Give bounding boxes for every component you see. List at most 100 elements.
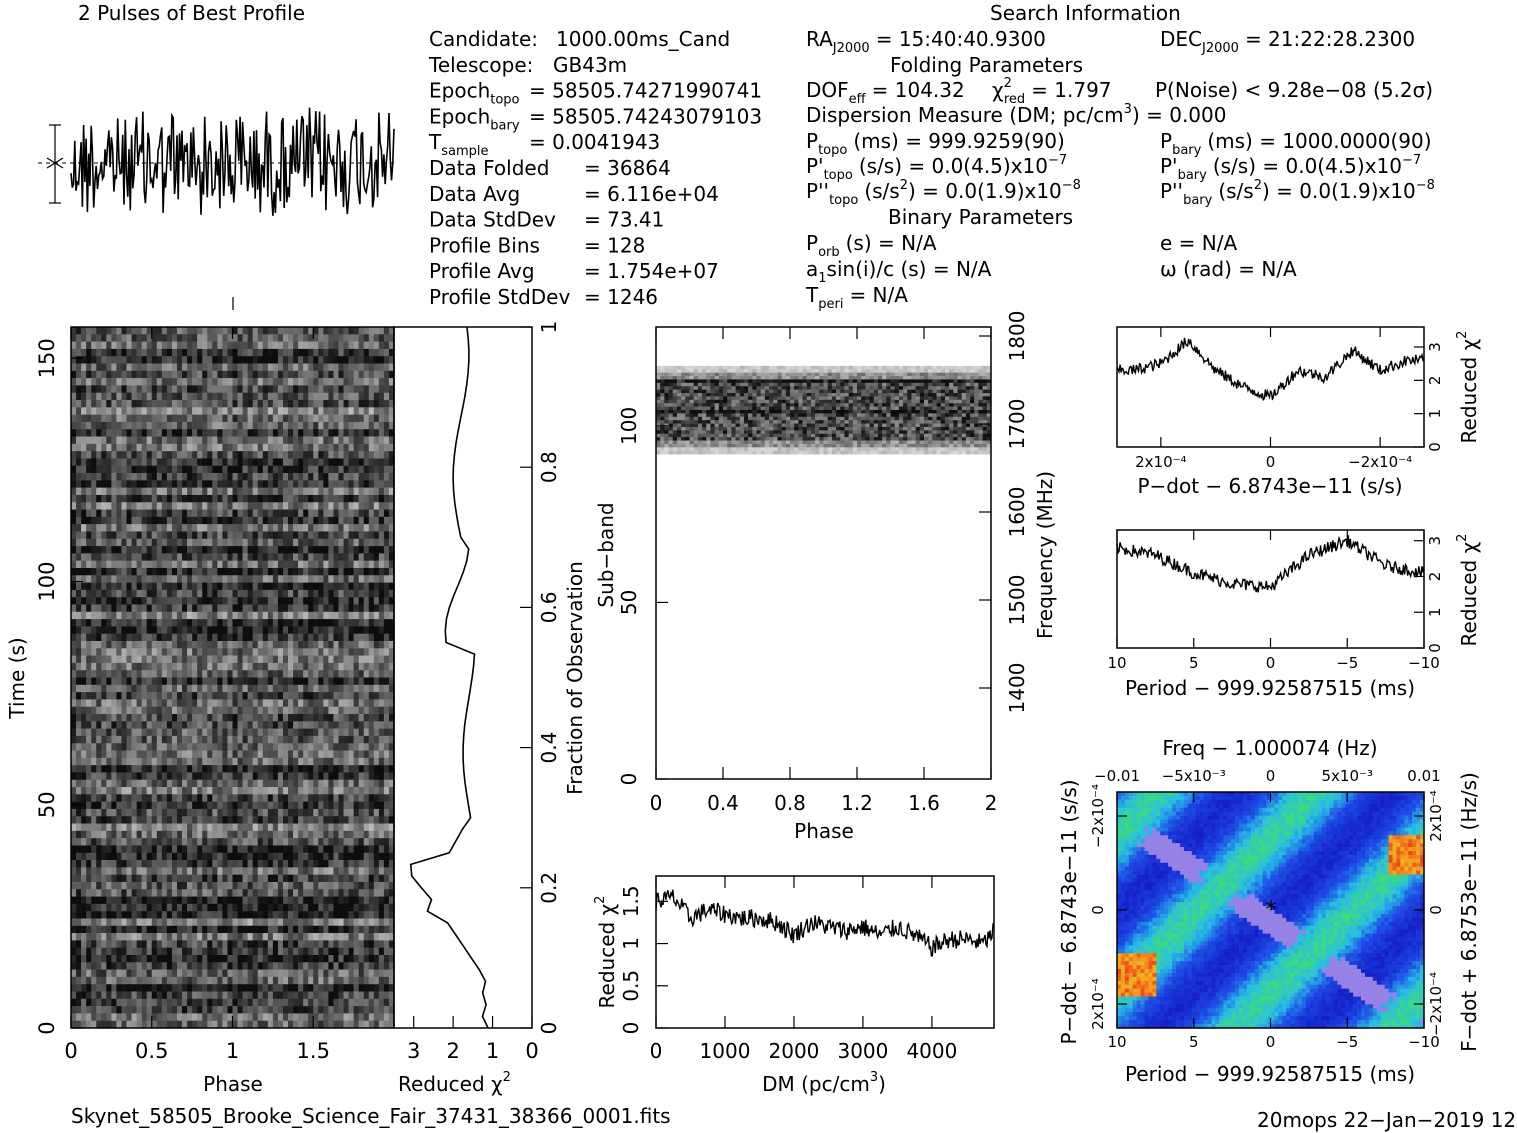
tp-cell [383, 721, 390, 729]
tp-cell [106, 582, 112, 591]
tp-cell [318, 589, 324, 598]
tp-cell [121, 480, 127, 488]
tp-cell [378, 327, 385, 335]
tp-cell [323, 838, 329, 846]
tp-cell [348, 421, 354, 430]
tp-cell [156, 538, 163, 547]
tp-cell [166, 487, 173, 496]
tp-cell [313, 699, 319, 708]
tp-cell [101, 487, 107, 496]
tp-cell [308, 334, 314, 342]
tp-cell [222, 414, 228, 423]
tp-cell [76, 692, 82, 700]
tp-cell [111, 567, 117, 576]
tp-cell [161, 816, 168, 824]
tp-cell [116, 392, 122, 401]
tp-cell [338, 348, 344, 357]
tp-cell [308, 480, 314, 488]
tp-cell [378, 823, 385, 832]
tp-cell [116, 838, 122, 846]
tp-cell [353, 407, 359, 415]
tp-cell [151, 414, 158, 423]
tp-cell [156, 582, 163, 591]
tp-cell [318, 743, 324, 751]
tp-cell [106, 779, 112, 788]
tp-cell [247, 334, 253, 342]
tp-cell [71, 465, 77, 474]
tp-cell [308, 516, 314, 525]
tp-cell [282, 487, 289, 496]
tp-cell [247, 553, 253, 561]
tp-cell [182, 823, 188, 832]
tp-cell [126, 575, 132, 583]
tp-cell [141, 531, 148, 540]
tp-cell [303, 348, 309, 357]
tp-cell [161, 334, 168, 342]
tp-cell [348, 728, 354, 737]
tp-cell [131, 670, 137, 678]
tp-cell [141, 655, 148, 664]
tp-cell [288, 589, 294, 598]
tp-cell [192, 633, 198, 642]
tp-cell [378, 516, 385, 525]
tp-cell [141, 400, 148, 408]
tp-cell [202, 363, 208, 372]
tp-cell [277, 860, 284, 868]
tp-cell [272, 487, 279, 496]
tp-cell [293, 589, 299, 598]
tp-cell [161, 743, 168, 751]
tp-cell [333, 421, 339, 430]
tp-cell [207, 808, 213, 817]
tp-cell [71, 604, 77, 613]
tp-cell [202, 407, 208, 415]
tp-cell [197, 370, 203, 379]
tp-cell [96, 604, 102, 613]
tp-cell [288, 684, 294, 693]
tp-cell [202, 845, 208, 854]
tp-cell [338, 779, 344, 788]
tp-cell [156, 670, 163, 678]
tp-cell [217, 662, 223, 671]
tp-cell [227, 816, 233, 824]
tp-cell [252, 677, 259, 686]
tp-cell [106, 567, 112, 576]
tp-cell [338, 421, 344, 430]
tp-cell [363, 655, 370, 664]
tp-cell [257, 648, 264, 656]
tp-cell [222, 356, 228, 364]
tp-cell [101, 633, 107, 642]
tp-cell [101, 582, 107, 591]
tp-cell [328, 604, 334, 613]
tp-cell [182, 531, 188, 540]
tp-cell [252, 589, 259, 598]
tp-cell [242, 706, 248, 715]
tp-cell [151, 480, 158, 488]
tp-cell [187, 421, 193, 430]
tp-cell [151, 436, 158, 445]
tp-cell [197, 546, 203, 554]
tp-cell [166, 385, 173, 394]
tp-cell [328, 662, 334, 671]
tp-cell [348, 830, 354, 839]
tp-cell [333, 546, 339, 554]
tp-cell [252, 808, 259, 817]
tp-cell [318, 429, 324, 437]
tp-cell [232, 757, 238, 766]
tp-cell [348, 604, 354, 613]
tp-cell [212, 838, 218, 846]
tp-cell [156, 757, 163, 766]
tp-cell [277, 370, 284, 379]
tp-cell [383, 757, 390, 766]
tp-cell [171, 597, 178, 605]
tp-cell [267, 808, 274, 817]
tp-cell [197, 838, 203, 846]
tp-cell [141, 465, 148, 474]
tp-cell [247, 414, 253, 423]
tp-cell [308, 670, 314, 678]
tp-cell [383, 808, 390, 817]
tp-cell [242, 553, 248, 561]
tp-cell [151, 443, 158, 452]
tp-cell [293, 509, 299, 518]
tp-cell [187, 327, 193, 335]
tp-cell [136, 706, 142, 715]
